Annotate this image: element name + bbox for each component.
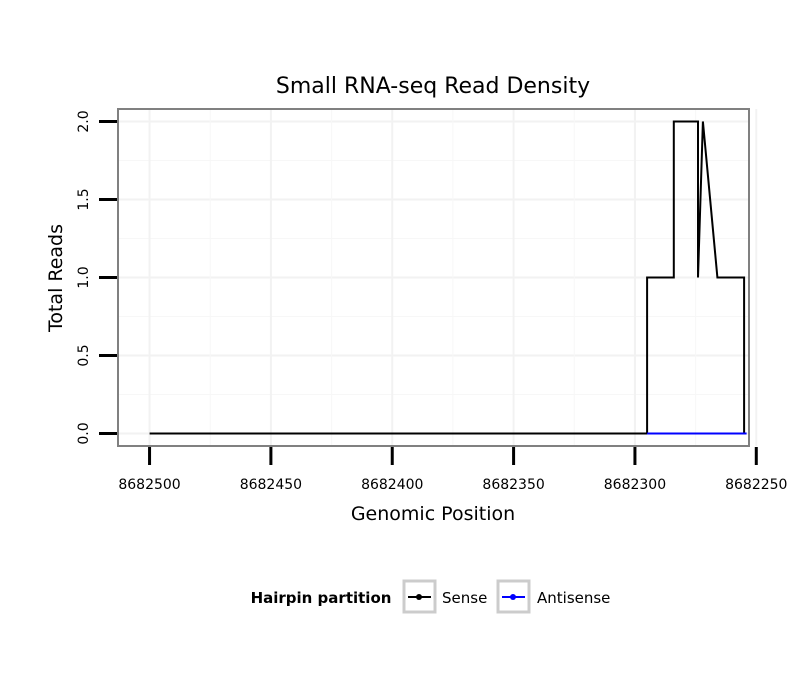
legend-dot-sense	[416, 594, 422, 600]
x-tick-label: 8682500	[118, 477, 180, 493]
x-tick-label: 8682250	[725, 477, 787, 493]
y-tick-label: 1.0	[76, 266, 92, 288]
x-axis-label: Genomic Position	[351, 503, 515, 525]
y-tick-label: 0.5	[76, 344, 92, 366]
legend-label-antisense: Antisense	[537, 589, 610, 607]
x-tick-label: 8682350	[482, 477, 544, 493]
legend-title: Hairpin partition	[251, 589, 392, 607]
legend-label-sense: Sense	[442, 589, 487, 607]
x-tick-label: 8682400	[361, 477, 423, 493]
chart: Small RNA-seq Read Density 0.0 0.5 1.0 1.5 2…	[0, 0, 810, 690]
chart-title: Small RNA-seq Read Density	[276, 74, 590, 99]
y-tick-label: 1.5	[76, 188, 92, 210]
x-tick-label: 8682450	[240, 477, 302, 493]
y-tick-label: 0.0	[76, 422, 92, 444]
x-tick-label: 8682300	[604, 477, 666, 493]
legend-dot-antisense	[510, 594, 516, 600]
y-tick-label: 2.0	[76, 110, 92, 132]
y-axis-label: Total Reads	[45, 224, 67, 333]
